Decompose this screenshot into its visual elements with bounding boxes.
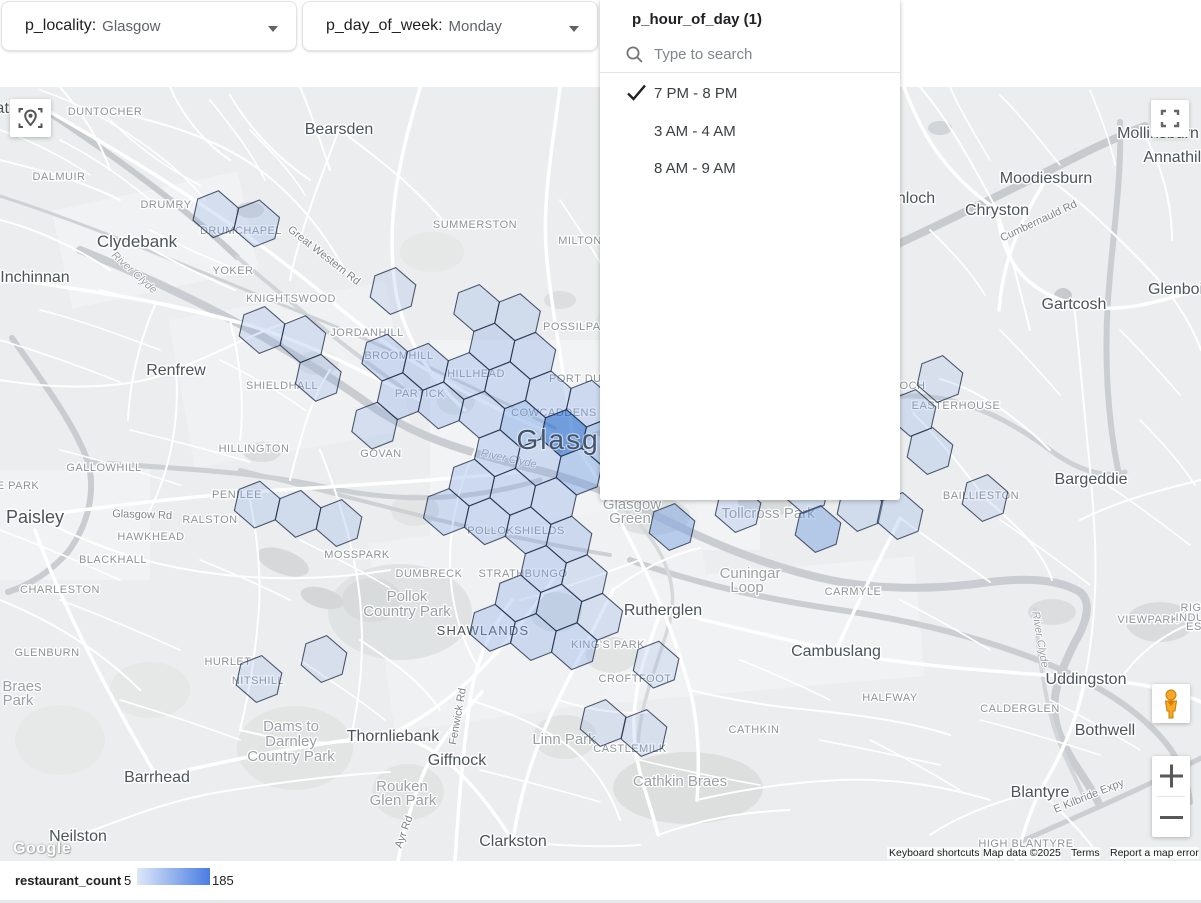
svg-text:Linn Park: Linn Park [532, 731, 596, 748]
svg-text:MOSSPARK: MOSSPARK [324, 549, 390, 561]
svg-text:DRUMRY: DRUMRY [140, 199, 191, 211]
svg-text:Park: Park [3, 692, 34, 709]
svg-text:VIEWPARK: VIEWPARK [1117, 614, 1178, 626]
svg-text:Paisley: Paisley [6, 507, 64, 527]
svg-text:Rouken: Rouken [376, 778, 428, 795]
svg-text:Glasgow Rd: Glasgow Rd [112, 508, 172, 522]
svg-text:Cathkin Braes: Cathkin Braes [633, 773, 727, 790]
svg-text:CHARLESTON: CHARLESTON [20, 584, 100, 596]
svg-text:Thornliebank: Thornliebank [347, 728, 441, 745]
svg-text:Neilston: Neilston [49, 828, 107, 845]
svg-text:Glen Park: Glen Park [370, 792, 437, 809]
svg-text:Loop: Loop [730, 579, 763, 596]
svg-text:Giffnock: Giffnock [428, 752, 487, 769]
svg-text:GALLOWHILL: GALLOWHILL [66, 462, 141, 474]
svg-text:MILTON: MILTON [558, 235, 602, 247]
svg-text:Country Park: Country Park [363, 603, 451, 620]
svg-text:POSSILPARK: POSSILPARK [543, 321, 617, 333]
svg-text:KNIGHTSWOOD: KNIGHTSWOOD [246, 293, 336, 305]
svg-text:CATHKIN: CATHKIN [729, 724, 780, 736]
svg-text:ES: ES [1186, 621, 1201, 633]
svg-text:Uddingston: Uddingston [1046, 671, 1127, 688]
svg-text:Green: Green [609, 510, 651, 527]
svg-text:Country Park: Country Park [247, 748, 335, 765]
svg-text:SUMMERSTON: SUMMERSTON [433, 219, 517, 231]
svg-text:RIG: RIG [1180, 602, 1201, 614]
svg-text:Blantyre: Blantyre [1011, 784, 1070, 801]
svg-text:RALSTON: RALSTON [182, 514, 237, 526]
svg-text:CALDERGLEN: CALDERGLEN [980, 703, 1060, 715]
svg-text:E PARK: E PARK [0, 480, 39, 492]
svg-text:CARMYLE: CARMYLE [825, 586, 882, 598]
svg-text:Barrhead: Barrhead [124, 769, 190, 786]
svg-text:Braes: Braes [2, 678, 41, 695]
svg-text:DUMBRECK: DUMBRECK [396, 568, 463, 580]
svg-text:Bearsden: Bearsden [305, 121, 374, 138]
svg-text:HILLINGTON: HILLINGTON [219, 443, 290, 455]
svg-text:Darnley: Darnley [265, 733, 317, 750]
svg-text:Bothwell: Bothwell [1075, 722, 1135, 739]
svg-text:BLACKHALL: BLACKHALL [79, 554, 147, 566]
svg-text:HAWKHEAD: HAWKHEAD [117, 531, 184, 543]
svg-text:Annathill: Annathill [1143, 149, 1201, 166]
svg-text:Cambuslang: Cambuslang [791, 643, 881, 660]
svg-text:Rutherglen: Rutherglen [624, 602, 702, 619]
svg-text:JORDANHILL: JORDANHILL [330, 327, 403, 339]
svg-text:Clydebank: Clydebank [97, 232, 178, 251]
svg-text:Renfrew: Renfrew [146, 362, 206, 379]
svg-text:GOVAN: GOVAN [360, 448, 401, 460]
svg-text:Glenboig: Glenboig [1148, 281, 1201, 298]
svg-text:DUNTOCHER: DUNTOCHER [68, 106, 143, 118]
svg-text:Dams to: Dams to [263, 718, 319, 735]
svg-text:GLENBURN: GLENBURN [14, 647, 79, 659]
svg-text:Bargeddie: Bargeddie [1055, 471, 1128, 488]
svg-text:Cuningar: Cuningar [720, 565, 781, 582]
svg-text:YOKER: YOKER [212, 265, 253, 277]
svg-text:DALMUIR: DALMUIR [32, 171, 85, 183]
svg-text:Gartcosh: Gartcosh [1042, 296, 1107, 313]
svg-text:Inchinnan: Inchinnan [0, 269, 69, 286]
svg-text:Moodiesburn: Moodiesburn [1000, 170, 1093, 187]
svg-text:Clarkston: Clarkston [479, 833, 547, 850]
svg-text:INDU: INDU [1176, 612, 1201, 624]
svg-text:Pollok: Pollok [387, 588, 428, 605]
svg-text:Chryston: Chryston [965, 202, 1029, 219]
svg-text:HALFWAY: HALFWAY [862, 692, 918, 704]
